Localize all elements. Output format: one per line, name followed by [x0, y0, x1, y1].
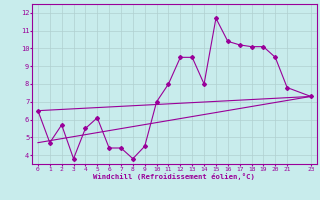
X-axis label: Windchill (Refroidissement éolien,°C): Windchill (Refroidissement éolien,°C): [93, 173, 255, 180]
